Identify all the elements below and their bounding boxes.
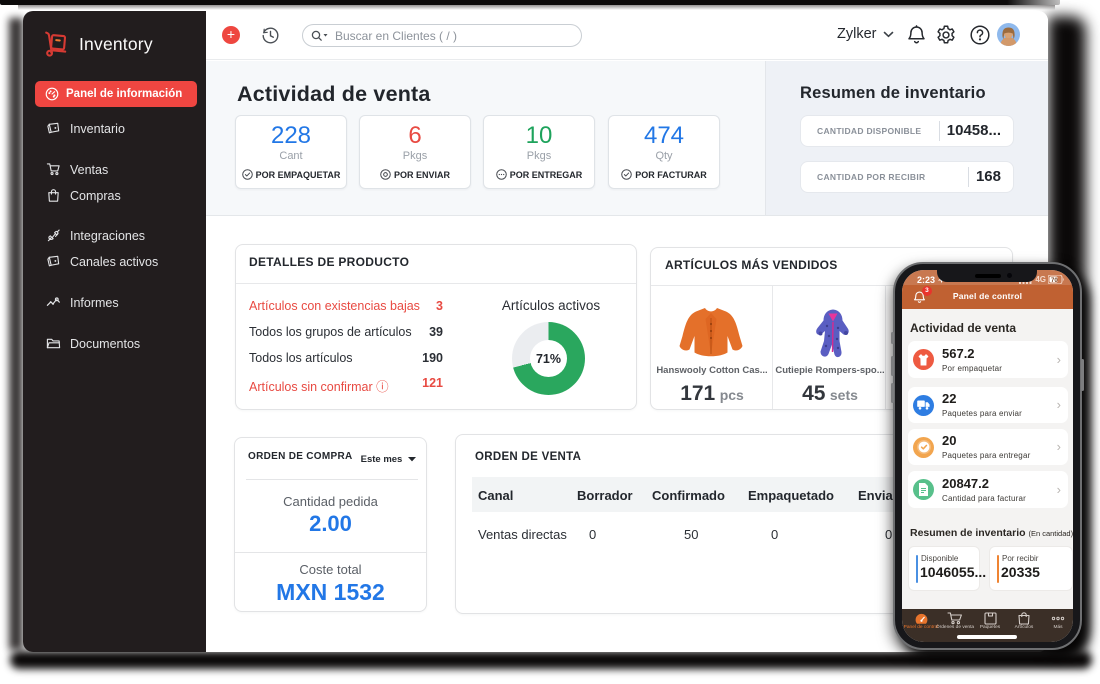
svg-text:70: 70	[1051, 278, 1058, 284]
